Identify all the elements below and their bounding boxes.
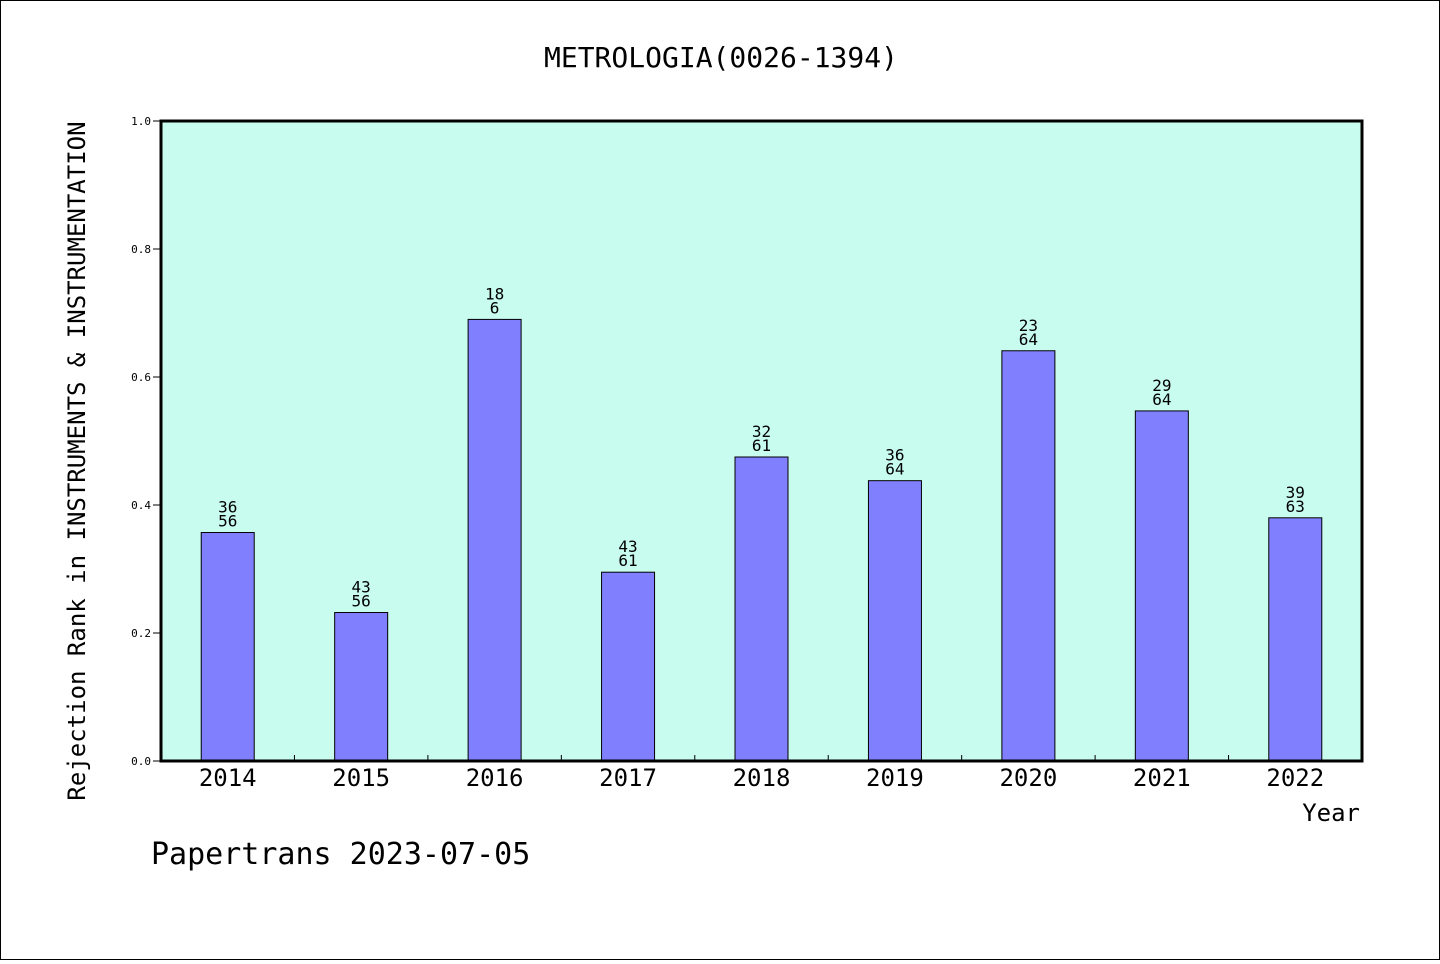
bar-2021 [1134, 410, 1189, 762]
x-tick-label-2018: 2018 [733, 764, 791, 792]
data-label-bottom-2015: 56 [352, 592, 371, 611]
chart-title: METROLOGIA(0026-1394) [544, 41, 898, 74]
data-label-top-2021: 29 [1152, 376, 1171, 395]
x-axis-ticks: 2014 2015 2016 2017 2018 2019 2020 2021 2022 [199, 755, 1324, 792]
data-label-top-2015: 43 [352, 578, 371, 597]
data-label-top-2017: 43 [618, 537, 637, 556]
y-axis-label: Rejection Rank in INSTRUMENTS & INSTRUME… [63, 121, 91, 800]
x-axis-label: Year [1302, 799, 1360, 827]
data-label-bottom-2020: 64 [1019, 330, 1038, 349]
bar-2022 [1268, 517, 1323, 762]
footer-credit: Papertrans 2023-07-05 [151, 837, 530, 872]
y-tick-label: 0.6 [131, 371, 151, 384]
bar-2017 [601, 571, 656, 762]
data-label-top-2014: 36 [218, 498, 237, 517]
bar-2016 [467, 318, 522, 762]
data-label-bottom-2017: 61 [618, 551, 637, 570]
data-label-bottom-2022: 63 [1286, 497, 1305, 516]
data-label-bottom-2021: 64 [1152, 390, 1171, 409]
bar-2018 [734, 456, 789, 762]
y-axis-ticks: 0.0 0.2 0.4 0.6 0.8 1.0 [131, 115, 161, 768]
bar-2014 [200, 532, 255, 762]
y-tick-label: 0.2 [131, 627, 151, 640]
data-label-top-2020: 23 [1019, 316, 1038, 335]
data-label-top-2022: 39 [1286, 483, 1305, 502]
bar-2015 [334, 612, 389, 762]
x-tick-label-2017: 2017 [599, 764, 657, 792]
x-tick-label-2014: 2014 [199, 764, 257, 792]
data-label-top-2018: 32 [752, 422, 771, 441]
x-tick-label-2020: 2020 [999, 764, 1057, 792]
data-label-top-2019: 36 [885, 446, 904, 465]
x-tick-label-2022: 2022 [1266, 764, 1324, 792]
x-tick-label-2015: 2015 [332, 764, 390, 792]
x-tick-label-2019: 2019 [866, 764, 924, 792]
y-tick-label: 0.8 [131, 243, 151, 256]
plot-border [159, 119, 1364, 763]
data-label-bottom-2014: 56 [218, 512, 237, 531]
bar-2020 [1001, 350, 1056, 762]
bars-group [200, 318, 1323, 762]
x-tick-label-2021: 2021 [1133, 764, 1191, 792]
data-label-top-2016: 18 [485, 284, 504, 303]
data-label-bottom-2016: 6 [490, 298, 500, 317]
bar-2019 [867, 480, 922, 762]
y-tick-label: 0.4 [131, 499, 151, 512]
x-tick-label-2016: 2016 [466, 764, 524, 792]
data-label-bottom-2018: 61 [752, 436, 771, 455]
y-tick-label: 1.0 [131, 115, 151, 128]
data-label-bottom-2019: 64 [885, 460, 904, 479]
y-tick-label: 0.0 [131, 755, 151, 768]
